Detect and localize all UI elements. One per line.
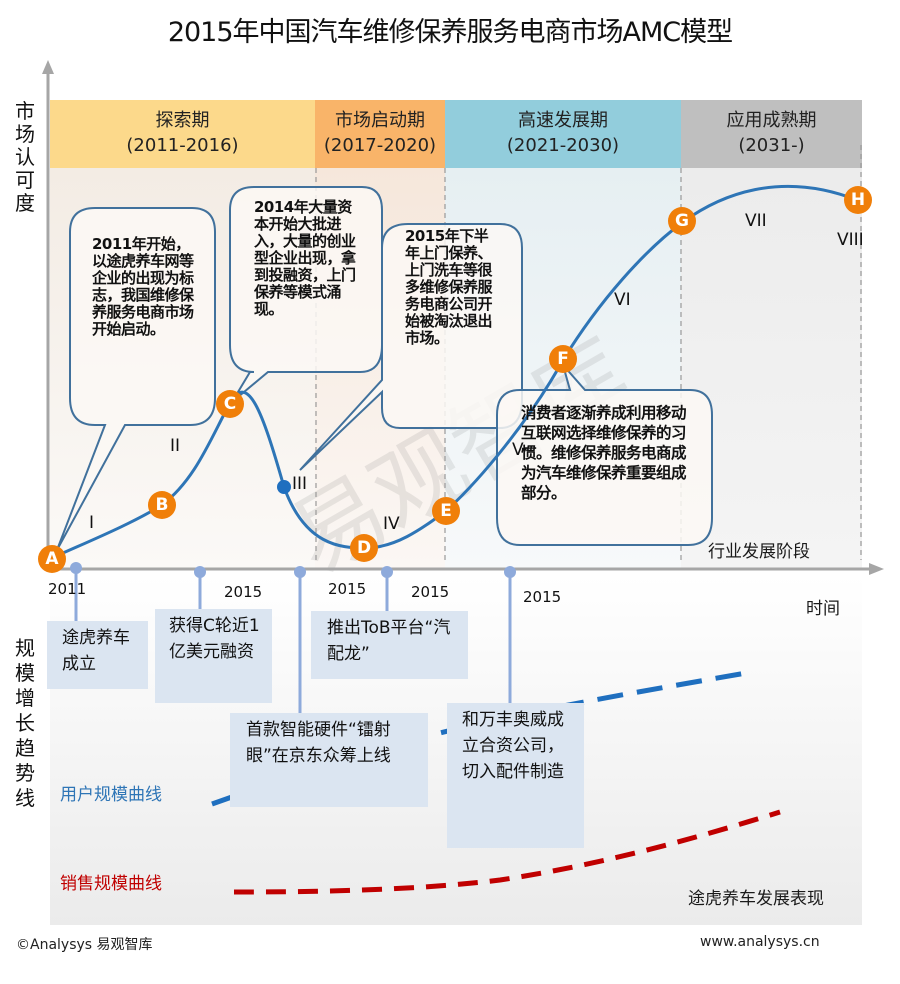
callout-consumer-habit: 消费者逐渐养成利用移动互联网选择维修保养的习惯。维修保养服务电商成为汽车维修保养… xyxy=(521,404,687,502)
user-scale-curve xyxy=(211,669,753,807)
point-c-marker: C xyxy=(216,390,244,418)
period-band-mature: 应用成熟期 (2031-) xyxy=(681,100,862,168)
period-band-growth: 高速发展期 (2021-2030) xyxy=(445,100,681,168)
stage-label-vi: VI xyxy=(614,290,631,310)
callout-2014-capital: 2014年大量资本开始大批进入，大量的创业型企业出现，拿到投融资，上门保养等模式… xyxy=(254,198,356,318)
callout-2015-shakeout: 2015年下半年上门保养、上门洗车等很多维修保养服务电商公司开始被淘汰退出市场。 xyxy=(405,227,493,347)
bottom-section-label: 途虎养车发展表现 xyxy=(688,889,824,909)
timeline-nodes xyxy=(70,562,516,578)
point-e-marker: E xyxy=(432,497,460,525)
timeline-year-2011: 2011 xyxy=(48,580,87,598)
period-name: 应用成熟期 xyxy=(726,110,817,131)
period-band-exploration: 探索期 (2011-2016) xyxy=(50,100,315,168)
stage-axis-label: 行业发展阶段 xyxy=(708,542,810,562)
x-axis xyxy=(48,563,884,575)
sales-scale-curve xyxy=(233,809,781,895)
timeline-year-2015-c: 2015 xyxy=(411,583,450,601)
period-name: 高速发展期 xyxy=(518,110,608,131)
point-g-marker: G xyxy=(668,207,696,235)
callout-2011-start: 2011年开始，以途虎养车网等企业的出现为标志，我国维修保养服务电商市场开始启动… xyxy=(92,235,194,338)
stage-label-viii: VIII xyxy=(837,230,864,250)
period-range: (2021-2030) xyxy=(506,135,620,156)
point-iii-dot xyxy=(277,480,291,494)
timeline-year-2015-b: 2015 xyxy=(328,580,367,598)
event-joint-venture: 和万丰奥威成立合资公司，切入配件制造 xyxy=(447,703,584,848)
timeline-year-2015-a: 2015 xyxy=(224,583,263,601)
period-range: (2017-2020) xyxy=(323,135,437,156)
point-a-marker: A xyxy=(38,545,66,573)
footer-website[interactable]: www.analysys.cn xyxy=(700,934,820,950)
legend-user-scale: 用户规模曲线 xyxy=(60,785,162,805)
stage-label-iii: III xyxy=(292,474,308,494)
event-series-c-funding: 获得C轮近1亿美元融资 xyxy=(155,609,272,703)
event-tuhu-founded: 途虎养车成立 xyxy=(47,621,148,689)
footer-copyright: ©Analysys 易观智库 xyxy=(16,937,153,953)
y-axis-label-scale-trend: 规 模 增 长 趋 势 线 xyxy=(15,636,35,810)
point-b-marker: B xyxy=(148,491,176,519)
callout-shapes xyxy=(56,186,713,551)
stage-label-iv: IV xyxy=(383,514,400,534)
period-name: 市场启动期 xyxy=(335,110,425,131)
stage-label-i: I xyxy=(89,513,95,533)
period-range: (2031-) xyxy=(738,135,805,156)
timeline-connectors xyxy=(74,569,512,713)
event-tob-platform: 推出ToB平台“汽配龙” xyxy=(311,611,468,679)
timeline-year-2015-d: 2015 xyxy=(523,588,562,606)
page-title: 2015年中国汽车维修保养服务电商市场AMC模型 xyxy=(167,17,733,48)
stage-label-v: V xyxy=(512,440,524,460)
point-d-marker: D xyxy=(350,534,378,562)
legend-sales-scale: 销售规模曲线 xyxy=(60,874,162,894)
period-band-startup: 市场启动期 (2017-2020) xyxy=(315,100,445,168)
y-axis xyxy=(42,60,54,570)
event-smart-hardware: 首款智能硬件“镭射眼”在京东众筹上线 xyxy=(230,713,428,807)
period-range: (2011-2016) xyxy=(126,135,239,156)
point-f-marker: F xyxy=(549,345,577,373)
point-h-marker: H xyxy=(844,186,872,214)
stage-label-vii: VII xyxy=(745,211,767,231)
y-axis-label-market-recognition: 市 场 认 可 度 xyxy=(15,99,35,215)
period-name: 探索期 xyxy=(155,110,210,131)
x-axis-label: 时间 xyxy=(806,599,840,619)
stage-label-ii: II xyxy=(170,436,181,456)
